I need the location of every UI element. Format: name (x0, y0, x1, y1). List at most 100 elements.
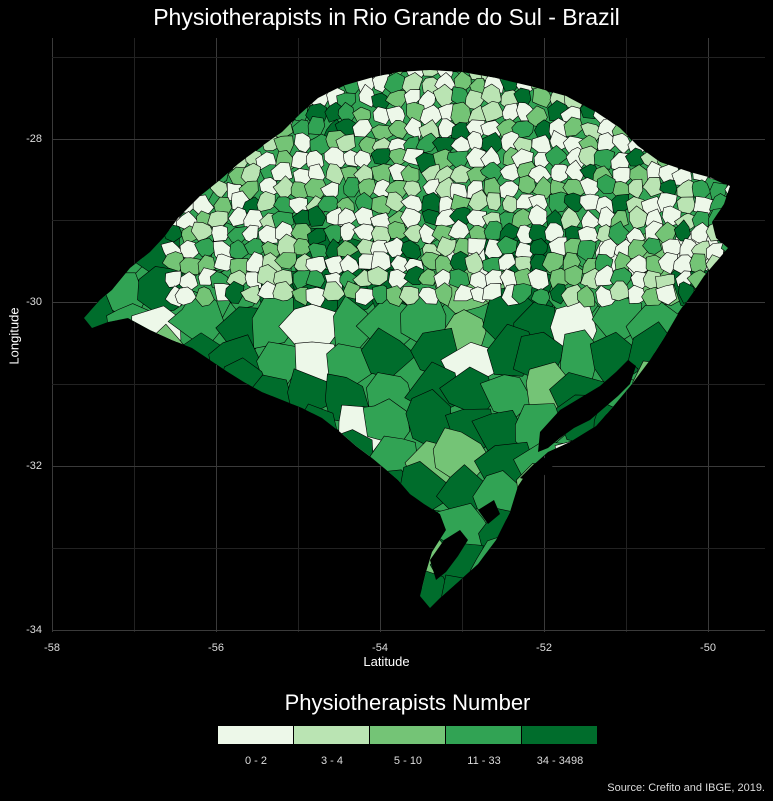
municipality-cell (337, 70, 356, 81)
municipality-cell (84, 572, 113, 608)
municipality-cell (303, 76, 328, 94)
municipality-cell (609, 70, 629, 81)
municipality-cell (437, 574, 486, 608)
municipality-cell (689, 73, 711, 95)
municipality-cell (640, 105, 664, 126)
municipality-cell (163, 179, 183, 198)
municipality-cell (243, 547, 292, 593)
municipality-cell (510, 502, 566, 552)
municipality-cell (293, 89, 313, 110)
municipality-cell (725, 265, 730, 290)
municipality-cell (138, 511, 184, 562)
municipality-cell (722, 118, 730, 137)
municipality-cell (244, 106, 262, 126)
municipality-cell (243, 74, 264, 93)
municipality-cell (370, 566, 418, 608)
municipality-cell (560, 284, 583, 308)
municipality-cell (305, 286, 326, 308)
municipality-cell (84, 403, 109, 453)
municipality-cell (636, 442, 691, 487)
municipality-cell (606, 539, 657, 583)
legend-label: 11 - 33 (467, 755, 501, 767)
municipality-cell (213, 148, 232, 171)
municipality-cell (625, 460, 687, 519)
municipality-cell (581, 87, 602, 107)
municipality-cell (621, 542, 679, 592)
legend-label: 0 - 2 (244, 755, 267, 767)
municipality-cell (210, 440, 266, 492)
municipality-cell (723, 72, 730, 91)
municipality-cell (162, 251, 185, 272)
municipality-cell (178, 173, 200, 196)
municipality-cell (675, 305, 729, 359)
municipality-cell (258, 224, 279, 245)
municipality-cell (565, 70, 586, 79)
municipality-cell (593, 477, 652, 522)
legend-swatch (446, 726, 522, 744)
municipality-cell (708, 269, 729, 292)
municipality-cell (240, 285, 261, 305)
municipality-cell (612, 90, 633, 111)
y-tick-label: -30 (26, 296, 42, 308)
municipality-cell (84, 443, 119, 498)
municipality-cell (690, 88, 711, 111)
municipality-cell (674, 545, 729, 597)
municipality-cell (642, 73, 663, 93)
municipality-cell (240, 114, 264, 137)
municipality-cell (294, 441, 343, 487)
municipality-cell (704, 88, 726, 108)
legend-color-bar (218, 726, 598, 744)
municipality-cell (291, 70, 308, 80)
municipality-cell (251, 295, 295, 349)
municipality-cell (178, 565, 224, 608)
municipality-cell (228, 87, 249, 110)
municipality-cell (224, 280, 245, 304)
municipality-cell (706, 118, 728, 141)
municipality-cell (434, 282, 453, 307)
municipality-cell (191, 119, 215, 138)
municipality-cell (367, 266, 389, 286)
municipality-cell (370, 163, 392, 183)
y-tick-label: -28 (26, 133, 42, 145)
municipality-cell (159, 89, 181, 109)
municipality-cell (436, 236, 457, 258)
municipality-cell (631, 399, 688, 455)
municipality-cell (499, 162, 521, 182)
municipality-cell (468, 189, 490, 214)
legend-swatch (218, 726, 294, 744)
municipality-cell (582, 73, 602, 95)
municipality-cell (177, 86, 198, 106)
municipality-cell (486, 575, 529, 608)
municipality-cell (596, 89, 616, 114)
municipality-cell (622, 88, 647, 108)
municipality-cell (645, 119, 666, 139)
municipality-cell (550, 70, 571, 77)
municipality-cell (256, 190, 276, 213)
municipality-cell (213, 253, 235, 272)
municipality-cell (660, 70, 678, 75)
municipality-cell (564, 88, 585, 110)
municipality-cell (597, 70, 618, 80)
municipality-cell (662, 501, 712, 549)
municipality-cell (203, 569, 263, 608)
municipality-cell (100, 497, 153, 551)
municipality-cell (262, 89, 281, 107)
municipality-cell (322, 281, 346, 301)
municipality-cell (272, 281, 295, 302)
legend-label: 5 - 10 (393, 755, 423, 767)
municipality-cell (676, 145, 695, 167)
municipality-cell (596, 173, 617, 194)
municipality-cell (84, 224, 102, 281)
x-tick-label: -58 (44, 642, 60, 654)
municipality-cell (179, 133, 199, 156)
municipality-cell (159, 70, 181, 93)
municipality-cell (719, 223, 730, 243)
municipality-cell (103, 370, 152, 420)
municipality-cell (245, 70, 261, 79)
municipality-cell (577, 70, 602, 79)
municipality-cell (612, 106, 632, 127)
municipality-cell (720, 167, 730, 186)
municipality-cell (358, 83, 377, 108)
municipality-cell (521, 527, 568, 590)
municipality-cell (178, 147, 198, 167)
